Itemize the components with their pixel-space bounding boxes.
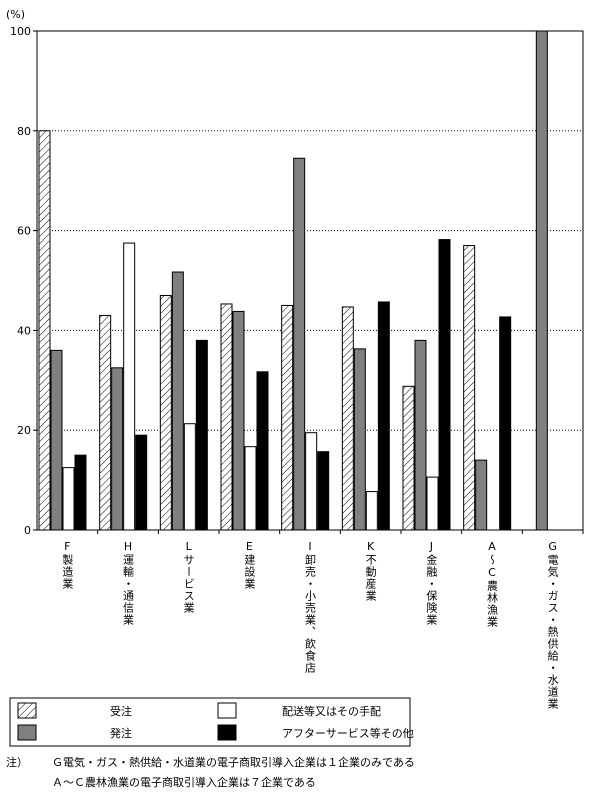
legend-label: 受注 — [110, 704, 132, 718]
bar — [50, 349, 63, 531]
bar — [135, 434, 148, 531]
note: Ａ〜Ｃ農林漁業の電子商取引導入企業は７企業である — [52, 775, 316, 789]
legend-label: アフターサービス等その他 — [282, 726, 414, 740]
bar — [111, 367, 124, 531]
x-tick-label: I卸売・小売業、飲食店 — [304, 540, 317, 674]
x-tick-label: G電気・ガス・熱供給・水道業 — [546, 540, 559, 710]
bar — [305, 432, 318, 531]
bar — [171, 271, 184, 531]
legend-box — [9, 697, 411, 747]
bar — [365, 491, 378, 531]
legend-label: 配送等又はその手配 — [282, 704, 381, 718]
y-tick-label: 0 — [24, 524, 31, 537]
bar — [317, 451, 330, 531]
bar — [256, 371, 269, 531]
bar — [38, 130, 51, 531]
bar — [281, 304, 294, 531]
y-tick-label: 60 — [17, 225, 31, 238]
bar — [220, 303, 233, 531]
bar — [475, 459, 488, 531]
y-axis-label: (%) — [6, 8, 25, 21]
y-tick-label: 100 — [10, 25, 31, 38]
legend-swatch — [217, 724, 237, 741]
bar — [535, 30, 548, 531]
bar — [463, 245, 476, 531]
x-tick-label: E建設業 — [243, 540, 256, 590]
bar — [123, 242, 136, 531]
bar — [293, 157, 306, 531]
legend-swatch — [17, 724, 37, 741]
x-tick-label: Lサービス業 — [182, 540, 195, 614]
y-tick-label: 40 — [17, 324, 31, 337]
bar — [159, 294, 172, 531]
bar — [499, 316, 512, 531]
x-tick-label: F製造業 — [61, 540, 74, 590]
x-tick-label: J金融・保険業 — [425, 540, 438, 626]
x-tick-label: A〜C農林漁業 — [486, 540, 499, 628]
note-label: 注） — [6, 755, 28, 769]
note: Ｇ電気・ガス・熱供給・水道業の電子商取引導入企業は１企業のみである — [52, 755, 415, 769]
bar — [377, 301, 390, 531]
bar — [414, 339, 427, 531]
x-tick-label: K不動産業 — [364, 540, 377, 602]
y-tick-label: 80 — [17, 125, 31, 138]
legend-swatch — [17, 702, 37, 719]
bar — [426, 476, 439, 531]
bar — [195, 339, 208, 531]
bar — [341, 306, 354, 531]
bar — [353, 348, 366, 531]
x-tick-label: H運輸・通信業 — [122, 540, 135, 626]
legend-swatch — [217, 702, 237, 719]
bar — [244, 446, 257, 531]
bar — [438, 239, 451, 531]
bar — [183, 423, 196, 531]
bar — [62, 467, 75, 531]
bar — [232, 310, 245, 531]
legend-label: 発注 — [110, 726, 132, 740]
bar — [74, 454, 87, 531]
bar — [99, 314, 112, 531]
bar — [402, 385, 415, 531]
y-tick-label: 20 — [17, 424, 31, 437]
